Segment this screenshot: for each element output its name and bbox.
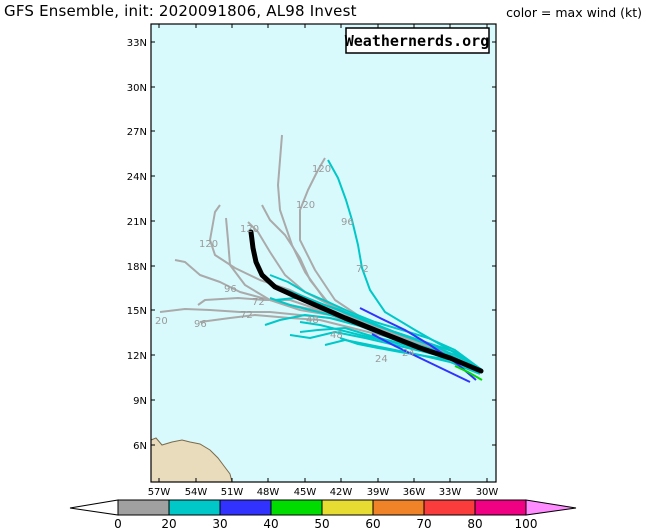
lat-label: 6N [133,441,147,452]
forecast-hour-labels: 120 120 120 120 96 96 96 72 72 72 48 48 … [155,164,415,365]
colorbar [69,499,577,516]
ocean-area [151,24,496,482]
lat-label: 27N [127,127,147,138]
lat-label: 15N [127,306,147,317]
colorbar-segment [423,499,476,516]
lon-label: 39W [367,487,390,498]
lon-label: 48W [257,487,280,498]
lat-label: 33N [127,38,147,49]
color-legend-note: color = max wind (kt) [506,5,642,20]
hour-label: 48 [330,330,343,341]
chart-title: GFS Ensemble, init: 2020091806, AL98 Inv… [4,2,357,20]
colorbar-segment [219,499,272,516]
colorbar-tick-label: 70 [416,517,431,531]
hour-label: 72 [356,264,369,275]
lon-label: 57W [148,487,171,498]
colorbar-segment [270,499,323,516]
lat-label: 30N [127,83,147,94]
colorbar-tick-label: 30 [212,517,227,531]
colorbar-segment [474,499,527,516]
colorbar-tick-label: 0 [114,517,122,531]
colorbar-segment [372,499,425,516]
lat-label: 9N [133,396,147,407]
hour-label: 72 [252,297,265,308]
hour-label: 120 [296,200,315,211]
colorbar-tick-label: 20 [161,517,176,531]
member-track-green [454,365,483,381]
colorbar-segment [117,499,170,516]
hour-label: 96 [224,284,237,295]
lat-axis [151,41,496,446]
lat-label: 24N [127,172,147,183]
hour-label: 120 [199,239,218,250]
lat-label: 21N [127,217,147,228]
hour-label: 24 [375,354,388,365]
member-tracks-blue [359,307,477,383]
lon-label: 51W [221,487,244,498]
colorbar-tick-label: 80 [467,517,482,531]
colorbar-segment [525,499,577,516]
colorbar-segment [321,499,374,516]
colorbar-segment [168,499,221,516]
colorbar-tick-label: 100 [515,517,538,531]
colorbar-tick-label: 40 [263,517,278,531]
lon-label: 45W [294,487,317,498]
colorbar-tick-label: 50 [314,517,329,531]
lon-label: 33W [439,487,462,498]
colorbar-tick-label: 60 [365,517,380,531]
hour-label: 72 [240,310,253,321]
hour-label: 24 [402,348,415,359]
hour-label: 48 [306,315,319,326]
lon-label: 30W [476,487,499,498]
colorbar-segment [69,499,119,516]
lon-label: 54W [185,487,208,498]
lon-labels: 57W 54W 51W 48W 45W 42W 39W 36W 33W 30W [148,487,499,498]
branding: Weathernerds.org [345,27,490,54]
hour-label: 120 [240,224,259,235]
hour-label: 20 [155,316,168,327]
lat-labels: 33N 30N 27N 24N 21N 18N 15N 12N 9N 6N [127,38,147,452]
lat-label: 18N [127,262,147,273]
hour-label: 96 [341,217,354,228]
hour-label: 96 [194,319,207,330]
lon-label: 36W [403,487,426,498]
lat-label: 12N [127,351,147,362]
colorbar-labels: 0 20 30 40 50 60 70 80 100 [114,517,537,531]
hour-label: 120 [312,164,331,175]
map-frame [150,23,497,483]
lon-axis [158,24,488,482]
lon-label: 42W [330,487,353,498]
ensemble-mean-track [248,229,484,374]
brand-text: Weathernerds.org [345,32,490,50]
